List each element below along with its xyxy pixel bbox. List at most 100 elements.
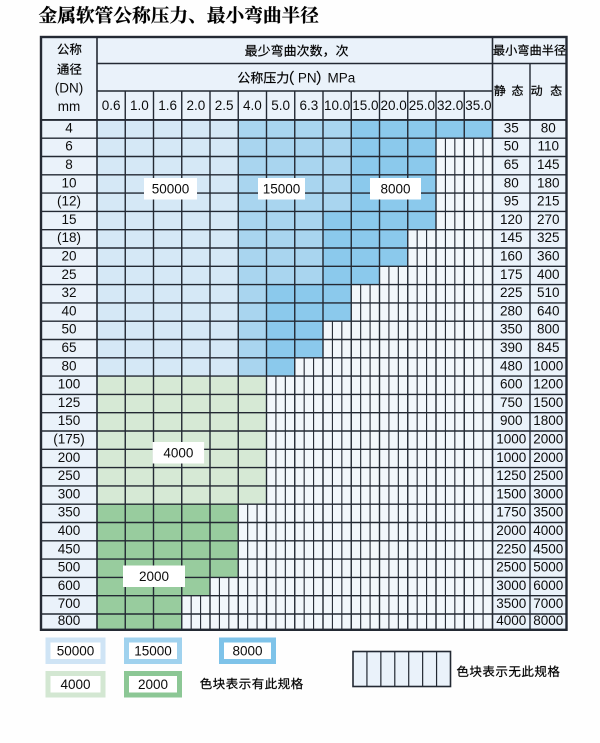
svg-text:0.6: 0.6: [102, 98, 121, 113]
svg-text:(12): (12): [57, 194, 81, 209]
svg-text:4: 4: [65, 120, 73, 135]
svg-text:215: 215: [537, 194, 560, 209]
svg-text:2000: 2000: [139, 569, 169, 584]
svg-text:15000: 15000: [263, 181, 301, 196]
svg-text:2000: 2000: [533, 450, 563, 465]
svg-text:3500: 3500: [496, 596, 526, 611]
svg-text:10.0: 10.0: [324, 98, 350, 113]
svg-text:845: 845: [537, 340, 560, 355]
svg-text:280: 280: [500, 303, 523, 318]
svg-text:50000: 50000: [57, 643, 95, 658]
svg-text:1750: 1750: [496, 505, 526, 520]
svg-text:2.5: 2.5: [215, 98, 234, 113]
svg-text:4500: 4500: [533, 541, 563, 556]
svg-text:50000: 50000: [152, 181, 190, 196]
svg-text:390: 390: [500, 340, 523, 355]
svg-text:8000: 8000: [380, 181, 410, 196]
svg-text:2.0: 2.0: [186, 98, 205, 113]
svg-text:2250: 2250: [496, 541, 526, 556]
svg-text:4000: 4000: [60, 677, 90, 692]
svg-text:7000: 7000: [533, 596, 563, 611]
svg-text:120: 120: [500, 212, 523, 227]
svg-text:2500: 2500: [496, 560, 526, 575]
svg-text:2000: 2000: [138, 677, 168, 692]
svg-text:2000: 2000: [533, 431, 563, 446]
svg-text:20: 20: [61, 248, 76, 263]
svg-text:100: 100: [58, 377, 81, 392]
svg-text:15: 15: [61, 212, 76, 227]
svg-text:PN: PN: [298, 71, 317, 86]
svg-text:1.0: 1.0: [130, 98, 149, 113]
svg-text:145: 145: [500, 230, 523, 245]
svg-text:35.0: 35.0: [465, 98, 491, 113]
svg-text:700: 700: [58, 596, 81, 611]
svg-text:5000: 5000: [533, 560, 563, 575]
svg-text:(DN): (DN): [55, 80, 84, 95]
svg-text:8000: 8000: [232, 643, 262, 658]
svg-text:4000: 4000: [533, 523, 563, 538]
svg-text:1500: 1500: [496, 486, 526, 501]
svg-text:4.0: 4.0: [243, 98, 262, 113]
svg-text:65: 65: [61, 340, 76, 355]
svg-text:8000: 8000: [533, 613, 563, 628]
svg-text:110: 110: [537, 139, 559, 154]
svg-text:600: 600: [500, 377, 523, 392]
svg-text:50: 50: [504, 139, 519, 154]
svg-text:1000: 1000: [533, 358, 563, 373]
svg-text:(175): (175): [53, 431, 85, 446]
svg-text:175: 175: [500, 267, 523, 282]
svg-text:20.0: 20.0: [380, 98, 406, 113]
svg-text:2000: 2000: [496, 523, 526, 538]
svg-text:400: 400: [537, 267, 560, 282]
svg-text:6000: 6000: [533, 578, 563, 593]
svg-text:4000: 4000: [496, 613, 526, 628]
svg-text:6: 6: [65, 139, 73, 154]
svg-text:80: 80: [61, 358, 76, 373]
svg-text:MPa: MPa: [328, 71, 356, 86]
svg-text:510: 510: [537, 285, 560, 300]
svg-text:145: 145: [537, 157, 560, 172]
svg-text:1.6: 1.6: [158, 98, 177, 113]
svg-text:10: 10: [61, 175, 76, 190]
svg-text:25: 25: [61, 267, 76, 282]
svg-text:8: 8: [65, 157, 73, 172]
svg-text:80: 80: [504, 175, 519, 190]
svg-text:4000: 4000: [163, 445, 193, 460]
svg-text:(18): (18): [57, 230, 81, 245]
svg-text:65: 65: [504, 157, 519, 172]
svg-text:270: 270: [537, 212, 560, 227]
svg-text:160: 160: [500, 248, 523, 263]
svg-text:800: 800: [537, 322, 560, 337]
svg-text:400: 400: [58, 523, 81, 538]
svg-text:640: 640: [537, 303, 560, 318]
svg-text:480: 480: [500, 358, 523, 373]
svg-text:900: 900: [500, 413, 523, 428]
svg-text:32: 32: [61, 285, 76, 300]
svg-text:1000: 1000: [496, 431, 526, 446]
svg-text:3000: 3000: [533, 486, 563, 501]
svg-text:15.0: 15.0: [352, 98, 378, 113]
svg-text:450: 450: [58, 541, 81, 556]
svg-text:250: 250: [58, 468, 81, 483]
svg-text:350: 350: [500, 322, 523, 337]
svg-text:35: 35: [504, 120, 519, 135]
svg-text:325: 325: [537, 230, 560, 245]
svg-text:1500: 1500: [533, 395, 563, 410]
svg-text:3500: 3500: [533, 505, 563, 520]
svg-text:150: 150: [58, 413, 81, 428]
svg-text:50: 50: [61, 322, 76, 337]
svg-text:95: 95: [504, 194, 519, 209]
svg-text:80: 80: [541, 120, 556, 135]
svg-text:40: 40: [61, 303, 76, 318]
svg-text:25.0: 25.0: [409, 98, 435, 113]
svg-text:360: 360: [537, 248, 560, 263]
svg-text:180: 180: [537, 175, 560, 190]
svg-text:1800: 1800: [533, 413, 563, 428]
svg-text:3000: 3000: [496, 578, 526, 593]
svg-text:1250: 1250: [496, 468, 526, 483]
svg-text:6.3: 6.3: [299, 98, 318, 113]
svg-text:1200: 1200: [533, 377, 563, 392]
svg-text:800: 800: [58, 613, 81, 628]
svg-text:300: 300: [58, 486, 81, 501]
svg-text:500: 500: [58, 560, 81, 575]
